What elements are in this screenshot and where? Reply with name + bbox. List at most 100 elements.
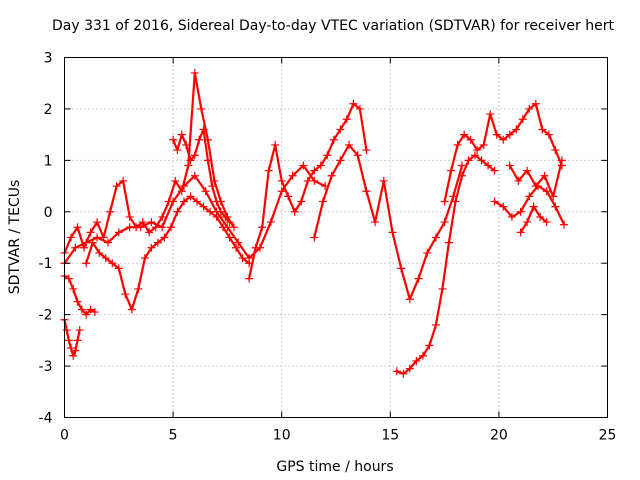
data-point <box>551 146 560 155</box>
tick-labels: 0 5 10 15 20 25 -4 -3 -2 -1 0 1 2 3 <box>39 51 617 444</box>
data-point <box>310 233 319 242</box>
data-point <box>203 156 212 165</box>
data-point <box>531 99 540 108</box>
data-point <box>179 197 188 206</box>
data-point <box>199 125 208 134</box>
data-point <box>190 68 199 77</box>
data-point <box>186 192 195 201</box>
data-point <box>171 176 180 185</box>
data-point <box>125 223 134 232</box>
data-point <box>221 212 230 221</box>
series-sat-E <box>82 192 254 314</box>
data-point <box>444 238 453 247</box>
data-point <box>397 264 406 273</box>
x-tick-label: 20 <box>490 428 508 444</box>
data-point <box>440 197 449 206</box>
series-line <box>395 154 496 375</box>
data-point <box>158 212 167 221</box>
data-point <box>516 228 525 237</box>
data-point <box>551 202 560 211</box>
axis-ticks <box>64 57 608 418</box>
data-point <box>88 238 97 247</box>
data-point <box>392 367 401 376</box>
data-point <box>440 218 449 227</box>
data-point <box>512 125 521 134</box>
data-point <box>153 238 162 247</box>
data-point <box>540 171 549 180</box>
data-point <box>336 125 345 134</box>
data-point <box>484 161 493 170</box>
y-tick-label: -1 <box>39 256 53 272</box>
data-point <box>93 218 102 227</box>
data-point <box>290 207 299 216</box>
data-point <box>93 233 102 242</box>
data-point <box>549 192 558 201</box>
data-point <box>453 140 462 149</box>
data-point <box>245 274 254 283</box>
data-point <box>277 176 286 185</box>
data-point <box>514 176 523 185</box>
data-point <box>505 161 514 170</box>
data-point <box>490 166 499 175</box>
data-point <box>182 140 191 149</box>
data-point <box>73 336 82 345</box>
data-point <box>169 197 178 206</box>
data-point <box>492 130 501 139</box>
series-line <box>85 195 251 311</box>
data-point <box>186 156 195 165</box>
series-sat-M <box>516 202 551 237</box>
data-point <box>355 104 364 113</box>
series-layer <box>60 68 569 378</box>
data-point <box>479 140 488 149</box>
series-sat-D <box>60 161 330 268</box>
data-point <box>438 284 447 293</box>
data-point <box>323 151 332 160</box>
data-point <box>342 115 351 124</box>
data-point <box>271 140 280 149</box>
data-point <box>316 161 325 170</box>
series-sat-G <box>245 99 371 283</box>
data-point <box>147 243 156 252</box>
data-point <box>134 284 143 293</box>
series-sat-H <box>310 140 466 304</box>
x-axis-label: GPS time / hours <box>276 459 393 475</box>
data-point <box>86 305 95 314</box>
data-point <box>169 135 178 144</box>
series-sat-K <box>490 182 569 229</box>
data-point <box>138 218 147 227</box>
data-point <box>451 197 460 206</box>
data-point <box>516 207 525 216</box>
data-point <box>460 130 469 139</box>
data-point <box>466 135 475 144</box>
data-point <box>477 156 486 165</box>
data-point <box>523 166 532 175</box>
data-point <box>179 182 188 191</box>
data-point <box>197 104 206 113</box>
data-point <box>219 223 228 232</box>
data-point <box>431 320 440 329</box>
data-point <box>542 187 551 196</box>
data-point <box>125 212 134 221</box>
y-tick-label: -3 <box>39 359 53 375</box>
y-tick-label: 2 <box>44 102 53 118</box>
data-point <box>525 104 534 113</box>
data-point <box>158 223 167 232</box>
data-point <box>490 197 499 206</box>
data-point <box>418 351 427 360</box>
data-point <box>95 248 104 257</box>
data-point <box>329 135 338 144</box>
y-tick-label: -2 <box>39 308 53 324</box>
data-point <box>536 212 545 221</box>
data-point <box>531 182 540 191</box>
series-sat-J <box>440 99 566 206</box>
data-point <box>266 218 275 227</box>
data-point <box>529 202 538 211</box>
data-point <box>471 151 480 160</box>
data-point <box>499 135 508 144</box>
x-tick-label: 0 <box>60 428 69 444</box>
data-point <box>201 187 210 196</box>
data-point <box>464 156 473 165</box>
y-tick-label: 3 <box>44 51 53 67</box>
data-point <box>525 192 534 201</box>
